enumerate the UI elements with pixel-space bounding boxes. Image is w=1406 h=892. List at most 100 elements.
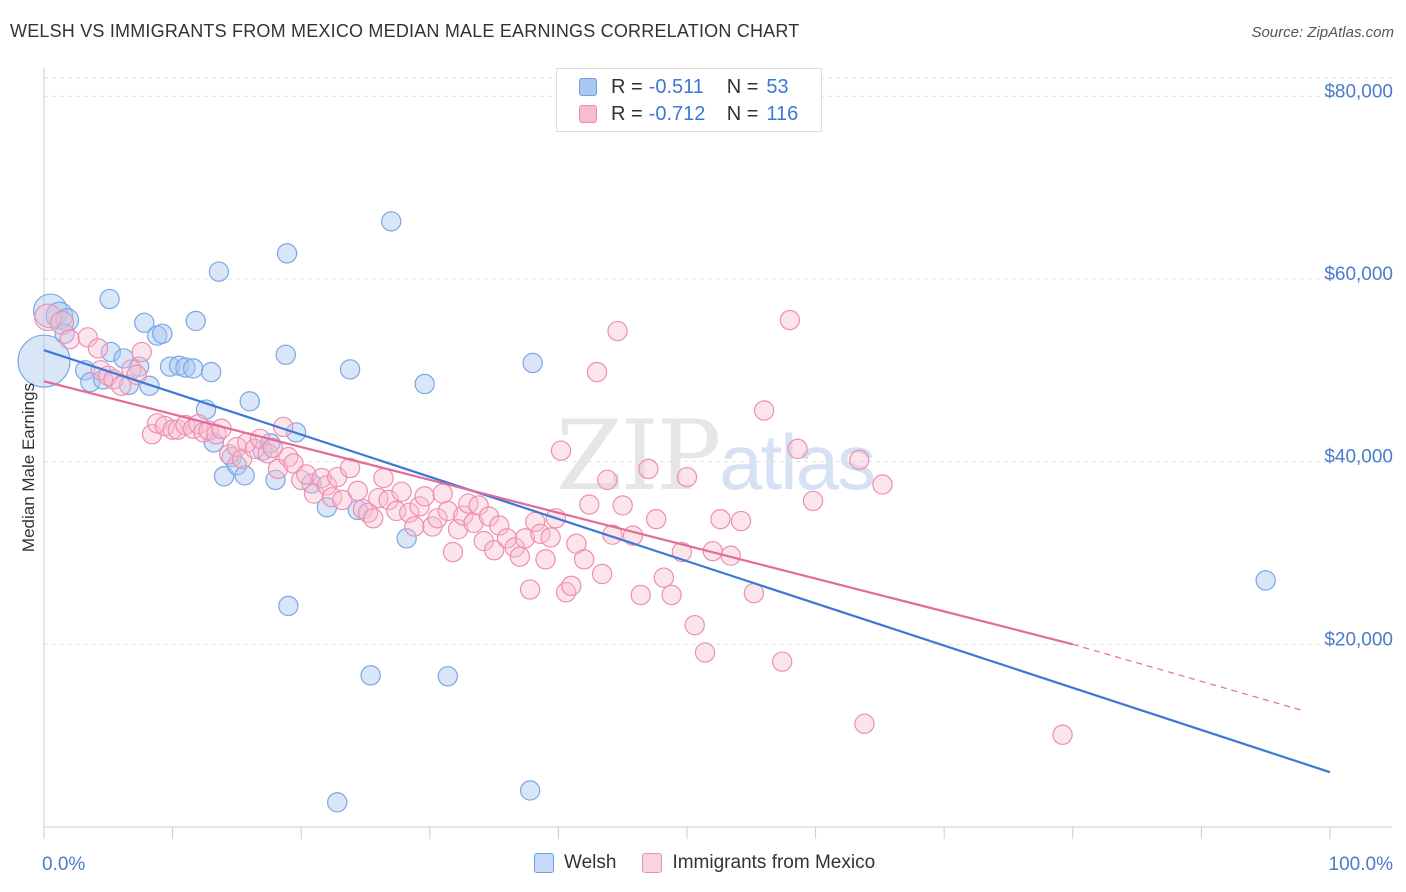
- mexico-point-102: [684, 614, 705, 636]
- mexico-point-113: [802, 490, 824, 512]
- mexico-point-51: [378, 489, 399, 511]
- mexico-point-0: [34, 303, 62, 332]
- mexico-point-45: [347, 480, 368, 502]
- data-points: [17, 211, 1276, 813]
- welsh-point-50: [1255, 570, 1276, 591]
- mexico-point-110: [771, 651, 793, 672]
- welsh-point-20: [182, 358, 204, 379]
- y-tick-label-2: $60,000: [1324, 264, 1393, 285]
- mexico-point-101: [676, 466, 698, 488]
- welsh-point-8: [100, 341, 122, 363]
- legend-n-value: 53: [766, 75, 789, 98]
- welsh-point-16: [152, 323, 173, 344]
- mexico-point-89: [591, 563, 613, 585]
- mexico-point-11: [131, 341, 152, 363]
- legend-swatch-mexico: [642, 853, 663, 873]
- mexico-point-82: [550, 440, 572, 461]
- mexico-point-28: [244, 438, 266, 460]
- mexico-point-75: [514, 528, 536, 549]
- mexico-trend-extension: [1072, 643, 1305, 712]
- mexico-point-109: [753, 400, 775, 421]
- legend-label-welsh: Welsh: [564, 852, 617, 873]
- welsh-point-25: [208, 261, 230, 282]
- welsh-point-35: [276, 243, 298, 264]
- mexico-point-13: [146, 413, 168, 434]
- legend-r-value: -0.511: [648, 75, 704, 98]
- mexico-point-116: [872, 474, 893, 495]
- mexico-point-15: [162, 419, 183, 440]
- mexico-point-112: [787, 438, 808, 460]
- mexico-point-60: [432, 483, 453, 504]
- legend-n-value: 116: [766, 102, 799, 125]
- welsh-point-45: [396, 528, 417, 549]
- legend-swatch-welsh: [579, 78, 597, 96]
- mexico-point-79: [535, 549, 556, 570]
- welsh-point-19: [175, 357, 196, 378]
- mexico-point-37: [296, 464, 317, 485]
- mexico-point-70: [483, 540, 505, 561]
- welsh-point-30: [239, 391, 260, 412]
- mexico-trend-line: [43, 380, 1074, 646]
- legend-r-label: R =: [611, 75, 643, 98]
- welsh-point-0: [17, 334, 71, 388]
- y-tick-label-3: $80,000: [1324, 81, 1393, 102]
- x-tick-labels: 0.0% 100.0%: [42, 854, 1393, 875]
- chart-title: WELSH VS IMMIGRANTS FROM MEXICO MEDIAN M…: [10, 21, 800, 41]
- legend-swatch-welsh: [534, 853, 554, 873]
- mexico-point-56: [409, 496, 430, 517]
- mexico-point-114: [849, 449, 870, 470]
- mexico-point-33: [273, 416, 294, 438]
- mexico-point-48: [363, 508, 384, 529]
- welsh-point-44: [381, 211, 402, 232]
- welsh-point-40: [327, 792, 348, 813]
- welsh-trend-line: [43, 349, 1331, 774]
- mexico-point-97: [645, 508, 667, 530]
- mexico-point-25: [226, 436, 248, 458]
- mexico-point-67: [468, 495, 489, 516]
- mexico-point-43: [332, 489, 353, 511]
- legend-item-mexico[interactable]: Immigrants from Mexico: [642, 852, 875, 874]
- y-tick-label-1: $40,000: [1324, 447, 1393, 468]
- welsh-point-46: [414, 373, 435, 395]
- legend-n-label: N =: [726, 102, 759, 125]
- welsh-point-34: [275, 344, 296, 365]
- mexico-point-12: [141, 424, 163, 445]
- welsh-point-29: [234, 465, 255, 486]
- chart-source: Source: ZipAtlas.com: [1251, 24, 1394, 41]
- mexico-point-54: [399, 502, 420, 523]
- mexico-point-65: [458, 493, 479, 514]
- mexico-point-53: [391, 481, 412, 502]
- mexico-point-62: [442, 541, 464, 563]
- mexico-point-71: [489, 515, 510, 536]
- series-legend: Welsh Immigrants from Mexico: [534, 852, 901, 874]
- welsh-point-14: [134, 312, 155, 333]
- mexico-point-63: [447, 519, 469, 540]
- legend-row-welsh: R = -0.511 N = 53: [579, 75, 789, 99]
- legend-r-value: -0.712: [648, 102, 706, 125]
- mexico-point-96: [638, 458, 659, 480]
- mexico-point-86: [573, 549, 595, 570]
- welsh-point-36: [278, 595, 299, 617]
- mexico-point-55: [404, 516, 425, 537]
- mexico-point-59: [427, 508, 448, 529]
- welsh-point-21: [185, 310, 206, 332]
- welsh-point-23: [200, 361, 222, 383]
- x-tick-label-min: 0.0%: [42, 854, 85, 875]
- welsh-point-41: [339, 359, 361, 380]
- mexico-point-4: [87, 338, 109, 359]
- mexico-point-88: [586, 361, 608, 383]
- trend-lines: [43, 349, 1331, 774]
- legend-item-welsh[interactable]: Welsh: [534, 852, 616, 874]
- mexico-point-90: [597, 469, 618, 491]
- legend-swatch-mexico: [579, 105, 597, 123]
- welsh-point-11: [99, 288, 120, 310]
- mexico-point-92: [607, 320, 628, 342]
- mexico-point-115: [854, 713, 875, 734]
- welsh-point-49: [522, 352, 543, 374]
- mexico-point-40: [316, 475, 338, 496]
- y-axis-label: Median Male Earnings: [19, 383, 38, 552]
- welsh-point-6: [80, 371, 101, 393]
- mexico-point-64: [453, 505, 474, 526]
- mexico-point-87: [579, 494, 600, 515]
